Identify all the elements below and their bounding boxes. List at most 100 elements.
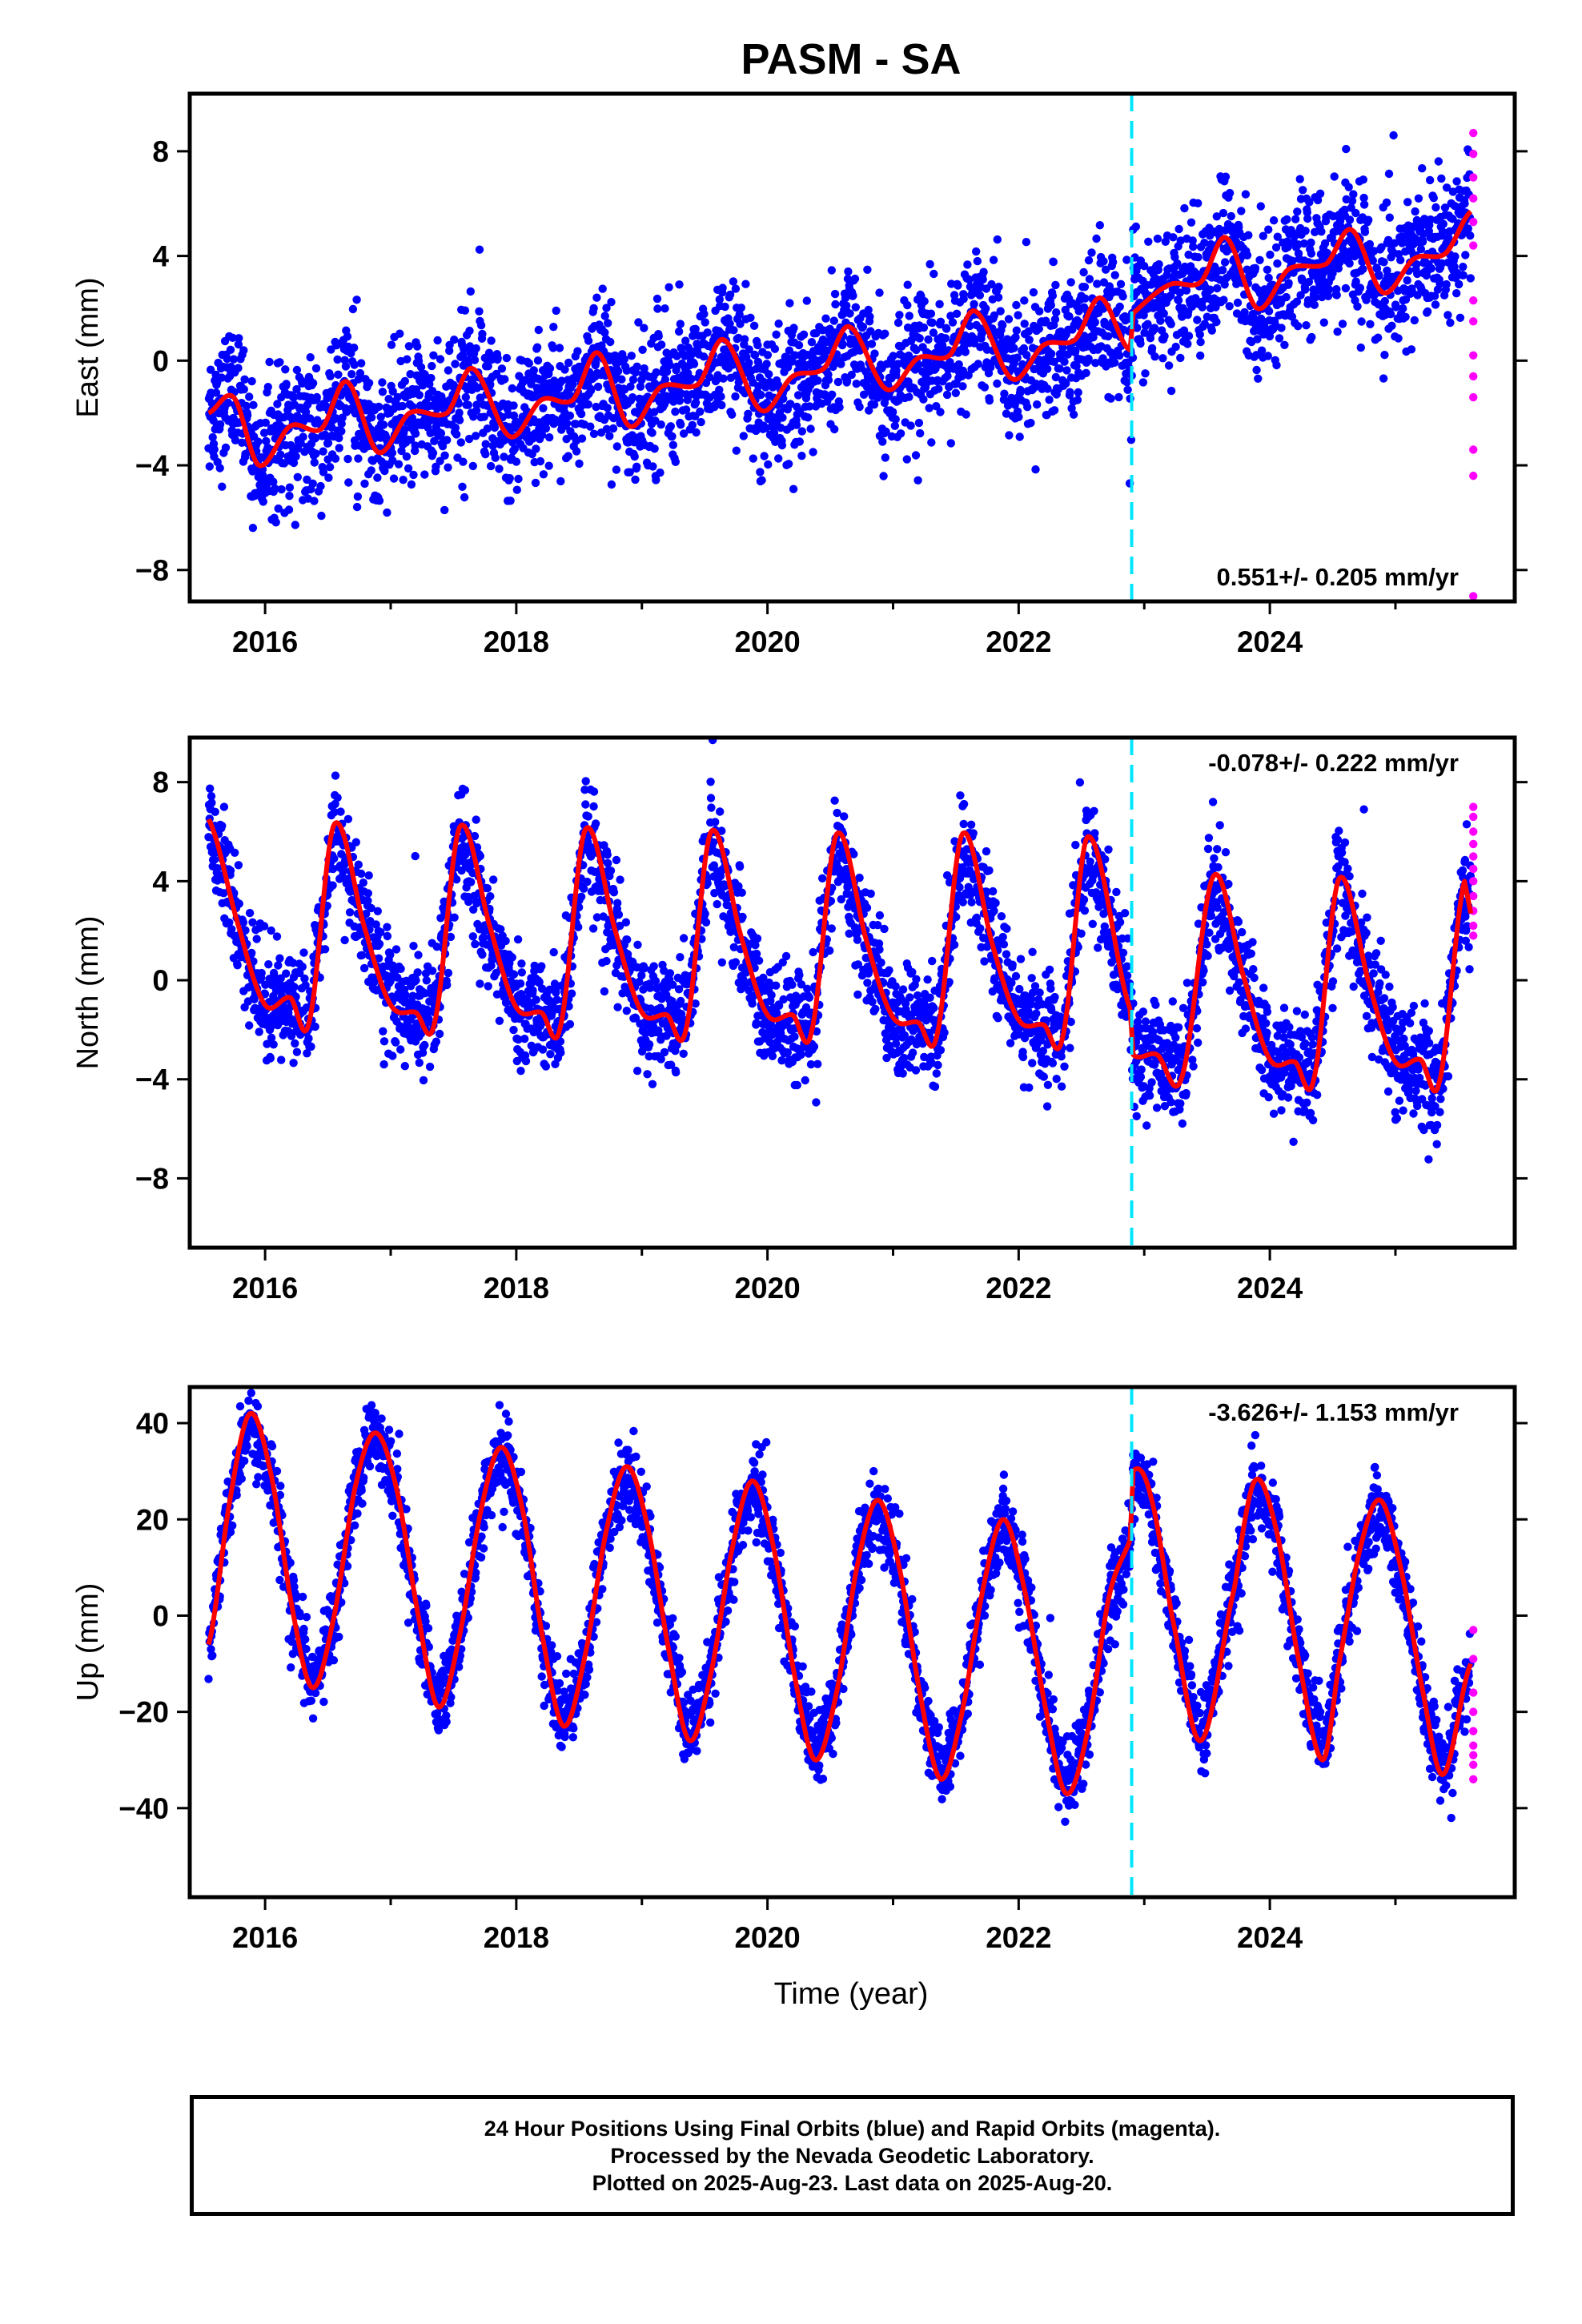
final-point	[765, 370, 773, 379]
final-point	[1010, 344, 1018, 352]
final-point	[926, 259, 934, 269]
final-point	[750, 351, 760, 360]
final-point	[1403, 276, 1411, 285]
final-point	[564, 358, 573, 368]
final-point	[464, 434, 474, 444]
final-point	[946, 439, 956, 448]
final-point	[737, 304, 745, 312]
final-point	[319, 468, 328, 476]
final-point	[584, 336, 593, 345]
final-point	[875, 288, 884, 297]
final-point	[919, 323, 929, 332]
final-point	[681, 405, 691, 414]
final-point	[1264, 225, 1273, 234]
final-point	[235, 334, 243, 343]
final-point	[789, 485, 798, 493]
final-point	[416, 363, 426, 372]
final-point	[568, 380, 577, 389]
final-point	[508, 384, 516, 393]
final-point	[337, 427, 346, 436]
final-point	[1158, 354, 1167, 363]
final-point	[858, 322, 868, 332]
final-point	[355, 368, 365, 378]
final-point	[1398, 239, 1407, 247]
final-point	[1085, 275, 1094, 283]
final-point	[261, 418, 270, 427]
final-point	[400, 376, 409, 386]
final-point	[1065, 312, 1074, 321]
final-point	[600, 328, 609, 337]
final-point	[803, 413, 813, 422]
final-point	[1150, 324, 1159, 332]
final-point	[651, 976, 661, 986]
final-point	[376, 412, 385, 421]
final-point	[761, 424, 770, 432]
final-point	[604, 858, 612, 868]
final-point	[218, 482, 227, 491]
final-point	[1184, 332, 1194, 340]
final-point	[333, 793, 342, 802]
final-point	[1450, 201, 1460, 211]
final-point	[520, 1035, 529, 1043]
final-point	[769, 428, 779, 437]
final-point	[443, 436, 452, 444]
final-point	[1293, 207, 1302, 216]
final-point	[360, 479, 369, 489]
final-point	[391, 945, 401, 954]
final-point	[738, 912, 747, 922]
final-point	[273, 400, 282, 408]
final-point	[831, 300, 840, 309]
final-point	[396, 1045, 405, 1054]
final-point	[1115, 302, 1124, 312]
final-point	[650, 444, 659, 453]
final-point	[493, 354, 502, 363]
final-point	[753, 934, 762, 943]
final-point	[731, 958, 741, 967]
final-point	[375, 497, 384, 505]
final-point	[616, 875, 624, 884]
final-point	[740, 335, 749, 344]
final-point	[413, 342, 422, 351]
final-point	[706, 794, 716, 802]
final-point	[866, 327, 875, 336]
final-point	[406, 435, 416, 444]
final-point	[1456, 313, 1465, 322]
final-point	[1307, 249, 1316, 258]
final-point	[1098, 354, 1107, 363]
final-point	[427, 373, 436, 383]
final-point	[562, 419, 572, 428]
final-point	[428, 967, 437, 975]
final-point	[1159, 309, 1168, 318]
final-point	[478, 950, 487, 959]
final-point	[1110, 358, 1119, 367]
final-point	[970, 300, 978, 308]
final-point	[786, 400, 795, 408]
final-point	[1225, 188, 1235, 198]
final-point	[1063, 350, 1073, 359]
final-point	[651, 416, 660, 425]
final-point	[604, 319, 612, 328]
final-point	[1357, 317, 1366, 326]
final-point	[735, 862, 745, 871]
final-point	[1266, 250, 1275, 259]
final-point	[517, 968, 526, 977]
final-point	[245, 908, 255, 918]
final-point	[621, 918, 631, 927]
final-point	[1013, 353, 1022, 362]
final-point	[648, 1080, 657, 1089]
final-point	[211, 388, 221, 397]
final-point	[677, 420, 685, 429]
final-point	[1425, 175, 1435, 185]
final-point	[240, 375, 249, 384]
final-point	[484, 982, 492, 991]
final-point	[1139, 311, 1148, 320]
final-point	[455, 416, 464, 424]
final-point	[340, 935, 349, 945]
final-point	[763, 351, 773, 360]
final-point	[444, 968, 453, 978]
final-point	[472, 344, 480, 353]
final-point	[215, 420, 225, 429]
final-point	[259, 497, 267, 506]
final-point	[1219, 208, 1228, 218]
final-point	[652, 368, 661, 377]
